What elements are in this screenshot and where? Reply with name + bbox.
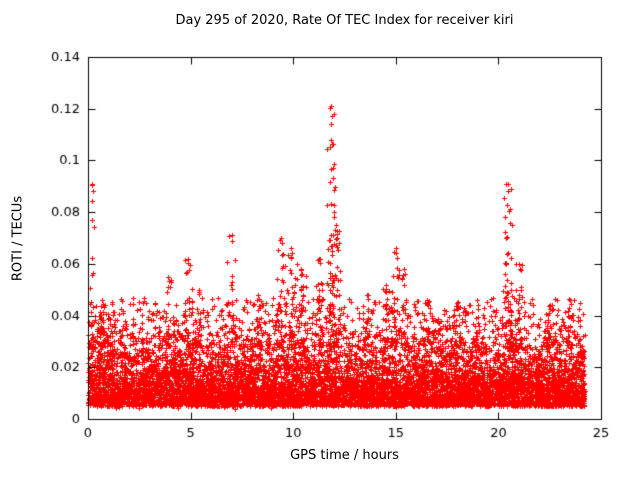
chart-title: Day 295 of 2020, Rate Of TEC Index for r… bbox=[175, 13, 514, 28]
y-axis-label: ROTI / TECUs bbox=[10, 195, 26, 282]
x-axis-label: GPS time / hours bbox=[290, 448, 399, 463]
